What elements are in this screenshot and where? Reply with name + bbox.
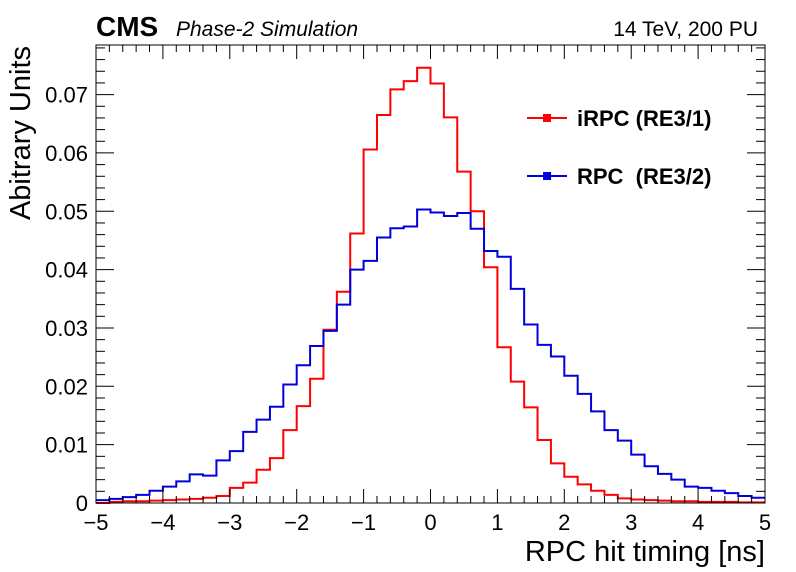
series-line-2	[96, 208, 765, 502]
y-axis-title: Abitrary Units	[5, 46, 37, 220]
x-tick-label: −3	[217, 510, 242, 535]
y-tick-label: 0.05	[45, 199, 88, 224]
y-tick-label: 0	[76, 491, 88, 516]
y-tick-label: 0.07	[45, 83, 88, 108]
y-tick-label: 0.04	[45, 258, 88, 283]
tick-layer	[95, 45, 766, 504]
series-line-1	[96, 66, 765, 504]
x-tick-label: −1	[351, 510, 376, 535]
x-axis-title: RPC hit timing [ns]	[525, 536, 765, 568]
legend: iRPC (RE3/1) RPC (RE3/2)	[527, 106, 711, 189]
energy-label: 14 TeV, 200 PU	[613, 18, 758, 41]
legend-label-1: iRPC (RE3/1)	[577, 106, 711, 131]
x-tick-label: −4	[150, 510, 175, 535]
x-tick-label: 0	[424, 510, 436, 535]
y-tick-label: 0.06	[45, 141, 88, 166]
y-tick-label: 0.03	[45, 316, 88, 341]
x-tick-label: 3	[625, 510, 637, 535]
legend-marker-2	[543, 172, 551, 180]
experiment-label: CMS	[96, 11, 158, 42]
x-tick-label: 2	[558, 510, 570, 535]
x-tick-label: 1	[491, 510, 503, 535]
tick-label-layer: −5 −4 −3 −2 −1 0 1 2 3 4 5 0 0.01 0.02 0.03 0.04 0.05 0.0…	[45, 83, 771, 535]
x-tick-label: −5	[83, 510, 108, 535]
y-tick-label: 0.01	[45, 433, 88, 458]
legend-label-2: RPC (RE3/2)	[577, 164, 711, 189]
x-tick-label: 4	[692, 510, 704, 535]
subtitle-label: Phase-2 Simulation	[176, 18, 358, 41]
series-layer	[96, 66, 765, 504]
y-tick-label: 0.02	[45, 374, 88, 399]
x-tick-label: −2	[284, 510, 309, 535]
legend-marker-1	[543, 114, 551, 122]
x-tick-label: 5	[759, 510, 771, 535]
